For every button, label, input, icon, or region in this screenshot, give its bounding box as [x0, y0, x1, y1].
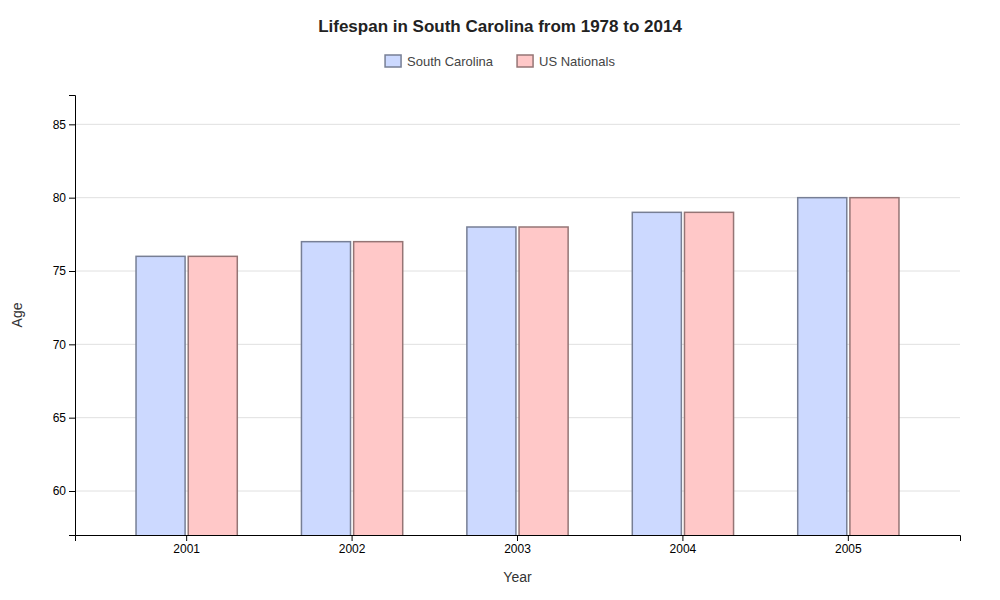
bar	[188, 256, 237, 535]
tick-mark	[69, 491, 75, 492]
legend-label: South Carolina	[407, 54, 494, 69]
tick-label: 70	[53, 338, 67, 352]
tick-mark	[848, 535, 849, 541]
tick-mark	[682, 535, 683, 541]
chart: 2001 2002 2003 2004 2005 60 65 70 75 80 85 Year Age L…	[0, 0, 1000, 600]
tick: 2002	[339, 535, 366, 556]
tick: 2003	[504, 535, 531, 556]
tick-label: 65	[53, 411, 67, 425]
tick-label: 2002	[339, 542, 366, 556]
tick: 2005	[835, 535, 862, 556]
tick-mark	[352, 535, 353, 541]
bar	[684, 212, 733, 535]
legend-item: US Nationals	[517, 54, 615, 69]
x-axis: 2001 2002 2003 2004 2005	[76, 535, 961, 556]
tick-mark	[69, 271, 75, 272]
tick: 70	[53, 338, 75, 352]
tick-label: 2005	[835, 542, 862, 556]
tick-label: 75	[53, 264, 67, 278]
bar	[798, 198, 847, 535]
tick: 2001	[173, 535, 200, 556]
bar	[136, 256, 185, 535]
axis-line	[76, 536, 961, 542]
tick-mark	[69, 198, 75, 199]
bar	[519, 227, 568, 535]
tick-label: 85	[53, 118, 67, 132]
tick-mark	[186, 535, 187, 541]
axis-line	[69, 96, 76, 536]
grid-line	[75, 124, 960, 125]
tick: 60	[53, 484, 75, 498]
tick: 75	[53, 264, 75, 278]
bar	[301, 242, 350, 535]
y-axis: 60 65 70 75 80 85	[53, 96, 76, 536]
bar	[632, 212, 681, 535]
tick-mark	[69, 418, 75, 419]
tick-mark	[517, 535, 518, 541]
tick: 2004	[670, 535, 697, 556]
x-axis-title: Year	[503, 569, 532, 585]
tick-mark	[69, 344, 75, 345]
tick-mark	[69, 124, 75, 125]
legend: South Carolina US Nationals	[385, 54, 615, 69]
tick-label: 2003	[504, 542, 531, 556]
tick-label: 60	[53, 484, 67, 498]
bar	[467, 227, 516, 535]
tick-label: 2004	[670, 542, 697, 556]
tick-label: 80	[53, 191, 67, 205]
series	[188, 198, 899, 535]
legend-item: South Carolina	[385, 54, 494, 69]
tick: 85	[53, 118, 75, 132]
tick: 80	[53, 191, 75, 205]
y-axis-title: Age	[9, 302, 25, 327]
legend-swatch	[517, 55, 533, 67]
plot: 2001 2002 2003 2004 2005 60 65 70 75 80 85	[53, 96, 961, 600]
tick: 65	[53, 411, 75, 425]
series	[136, 198, 847, 535]
tick-label: 2001	[173, 542, 200, 556]
bar	[354, 242, 403, 535]
bar	[850, 198, 899, 535]
legend-label: US Nationals	[539, 54, 615, 69]
legend-swatch	[385, 55, 401, 67]
bars	[136, 198, 899, 535]
title: Lifespan in South Carolina from 1978 to …	[318, 17, 682, 36]
